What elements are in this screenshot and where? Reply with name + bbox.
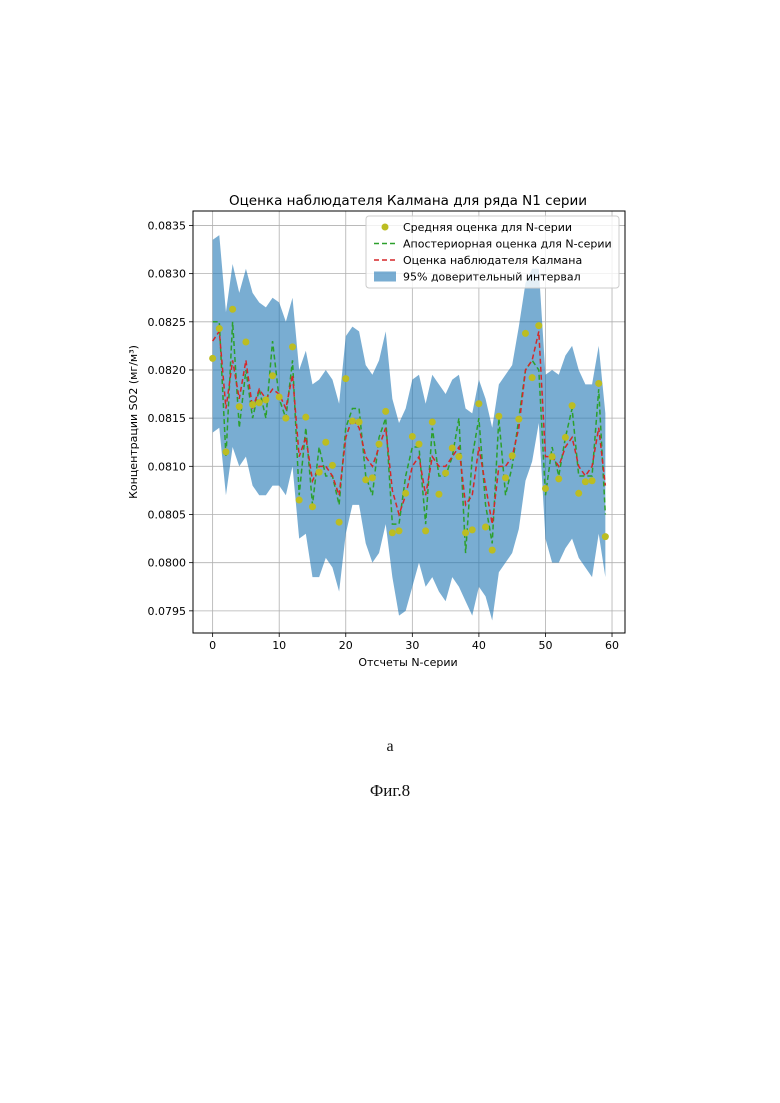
y-tick-label-5: 0.0820 bbox=[148, 364, 187, 377]
y-tick-label-4: 0.0815 bbox=[148, 412, 187, 425]
y-tick-label-8: 0.0835 bbox=[148, 219, 187, 232]
mean-point-25 bbox=[376, 441, 383, 448]
y-tick-label-1: 0.0800 bbox=[148, 557, 187, 570]
mean-point-17 bbox=[322, 439, 329, 446]
mean-point-51 bbox=[549, 453, 556, 460]
legend-label-0: Средняя оценка для N-серии bbox=[403, 221, 572, 234]
mean-point-20 bbox=[342, 375, 349, 382]
mean-point-0 bbox=[209, 355, 216, 362]
mean-point-18 bbox=[329, 462, 336, 469]
legend-label-3: 95% доверительный интервал bbox=[403, 271, 581, 284]
chart-title: Оценка наблюдателя Калмана для ряда N1 с… bbox=[229, 193, 587, 209]
mean-point-42 bbox=[489, 547, 496, 554]
mean-point-31 bbox=[415, 441, 422, 448]
figure-caption: Фиг.8 bbox=[0, 781, 780, 801]
mean-point-16 bbox=[316, 469, 323, 476]
mean-point-44 bbox=[502, 474, 509, 481]
x-tick-label-4: 40 bbox=[472, 639, 486, 652]
mean-point-21 bbox=[349, 418, 356, 425]
mean-point-23 bbox=[362, 476, 369, 483]
mean-point-50 bbox=[542, 485, 549, 492]
y-tick-label-7: 0.0830 bbox=[148, 268, 187, 281]
mean-point-27 bbox=[389, 529, 396, 536]
mean-point-8 bbox=[262, 396, 269, 403]
y-tick-label-2: 0.0805 bbox=[148, 508, 187, 521]
mean-point-14 bbox=[302, 414, 309, 421]
y-axis: 0.0795 0.0800 0.0805 0.0810 0.0815 0.0820 0.08… bbox=[148, 219, 194, 617]
x-tick-label-6: 60 bbox=[605, 639, 619, 652]
mean-point-3 bbox=[229, 306, 236, 313]
chart: Оценка наблюдателя Калмана для ряда N1 с… bbox=[0, 0, 780, 720]
mean-point-26 bbox=[382, 408, 389, 415]
mean-point-29 bbox=[402, 490, 409, 497]
mean-point-37 bbox=[455, 453, 462, 460]
mean-point-40 bbox=[475, 400, 482, 407]
mean-point-57 bbox=[589, 477, 596, 484]
mean-point-39 bbox=[469, 526, 476, 533]
x-tick-label-3: 30 bbox=[405, 639, 419, 652]
legend-marker-3 bbox=[374, 272, 396, 282]
y-tick-label-0: 0.0795 bbox=[148, 605, 187, 618]
x-tick-label-2: 20 bbox=[339, 639, 353, 652]
mean-point-2 bbox=[222, 448, 229, 455]
mean-point-22 bbox=[356, 419, 363, 426]
mean-point-9 bbox=[269, 372, 276, 379]
mean-point-53 bbox=[562, 434, 569, 441]
legend-label-2: Оценка наблюдателя Калмана bbox=[403, 254, 582, 267]
mean-point-45 bbox=[509, 452, 516, 459]
mean-point-35 bbox=[442, 470, 449, 477]
mean-point-33 bbox=[429, 419, 436, 426]
legend: Средняя оценка для N-серии Апостериорная … bbox=[366, 216, 619, 288]
mean-point-38 bbox=[462, 529, 469, 536]
mean-point-59 bbox=[602, 533, 609, 540]
panel-letter: а bbox=[0, 738, 780, 756]
mean-point-47 bbox=[522, 330, 529, 337]
mean-point-19 bbox=[336, 519, 343, 526]
x-tick-label-1: 10 bbox=[272, 639, 286, 652]
y-axis-label: Концентрации SO2 (мг/м³) bbox=[127, 345, 140, 499]
x-axis-label: Отсчеты N-серии bbox=[358, 656, 457, 669]
mean-point-56 bbox=[582, 478, 589, 485]
mean-point-55 bbox=[575, 490, 582, 497]
mean-point-12 bbox=[289, 343, 296, 350]
mean-point-7 bbox=[256, 399, 263, 406]
mean-point-36 bbox=[449, 445, 456, 452]
mean-point-58 bbox=[595, 380, 602, 387]
y-tick-label-6: 0.0825 bbox=[148, 316, 187, 329]
mean-point-15 bbox=[309, 503, 316, 510]
legend-label-1: Апостериорная оценка для N-серии bbox=[403, 238, 612, 251]
mean-point-34 bbox=[435, 491, 442, 498]
mean-point-1 bbox=[216, 325, 223, 332]
mean-point-28 bbox=[396, 527, 403, 534]
mean-point-46 bbox=[515, 416, 522, 423]
mean-point-13 bbox=[296, 497, 303, 504]
mean-point-52 bbox=[555, 475, 562, 482]
mean-point-10 bbox=[276, 393, 283, 400]
mean-point-4 bbox=[236, 403, 243, 410]
mean-point-5 bbox=[242, 339, 249, 346]
mean-point-11 bbox=[282, 415, 289, 422]
mean-point-43 bbox=[495, 413, 502, 420]
mean-point-24 bbox=[369, 474, 376, 481]
mean-point-41 bbox=[482, 524, 489, 531]
legend-marker-0 bbox=[382, 224, 389, 231]
x-tick-label-5: 50 bbox=[538, 639, 552, 652]
x-axis: 0 10 20 30 40 50 60 bbox=[209, 633, 619, 652]
mean-point-49 bbox=[535, 322, 542, 329]
mean-point-32 bbox=[422, 527, 429, 534]
mean-point-6 bbox=[249, 401, 256, 408]
mean-point-48 bbox=[529, 374, 536, 381]
mean-point-54 bbox=[569, 402, 576, 409]
mean-point-30 bbox=[409, 433, 416, 440]
y-tick-label-3: 0.0810 bbox=[148, 460, 187, 473]
x-tick-label-0: 0 bbox=[209, 639, 216, 652]
